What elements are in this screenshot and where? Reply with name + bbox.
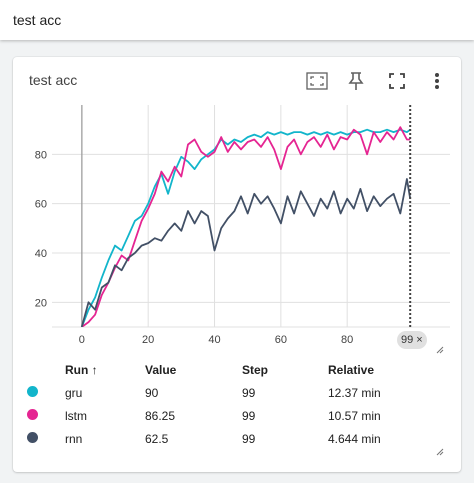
run-relative-cell: 12.37 min [328,385,381,400]
series-line-gru [80,128,411,327]
series-line-rnn [80,178,412,327]
run-value-cell: 62.5 [145,431,169,446]
run-step-cell: 99 [242,408,256,423]
run-name-cell: gru [65,385,83,400]
run-table: Run ↑ Value Step Relative gru 90 99 12.37 m… [27,359,448,450]
run-color-dot-cell [27,404,65,427]
top-bar: test acc [0,0,474,40]
step-badge-label: 99 [401,334,414,346]
x-tick-label: 80 [341,334,353,346]
chart-card: test acc 20 40 60 80 0 20 40 60 80 99 [13,57,461,472]
table-resize-handle[interactable] [436,448,444,456]
run-color-dot-cell [27,427,65,450]
run-relative-cell: 10.57 min [328,408,381,423]
y-tick-label: 20 [35,297,47,309]
x-tick-label: 0 [79,334,85,346]
fullscreen-button[interactable] [383,67,411,95]
close-icon[interactable]: × [416,334,423,346]
run-value-cell: 86.25 [145,408,176,423]
y-tick-label: 60 [35,199,47,211]
y-tick-label: 80 [35,149,47,161]
run-value-cell: 90 [145,385,159,400]
y-tick-label: 40 [35,248,47,260]
page-title: test acc [13,12,62,28]
more-menu-button[interactable] [423,67,451,95]
run-name-cell: lstm [65,408,87,423]
header-run[interactable]: Run ↑ [65,359,145,381]
run-color-dot [27,408,38,420]
run-name-cell: rnn [65,431,83,446]
header-step[interactable]: Step [242,363,269,377]
step-badge[interactable]: 99 × [397,331,427,349]
card-title: test acc [29,72,78,88]
header-value[interactable]: Value [145,363,177,377]
fit-domain-button[interactable] [303,67,331,95]
table-row[interactable]: lstm 86.25 99 10.57 min [27,404,448,427]
table-row[interactable]: rnn 62.5 99 4.644 min [27,427,448,450]
run-step-cell: 99 [242,431,256,446]
chart-resize-handle[interactable] [436,346,444,354]
header-color-spacer [27,359,65,381]
header-relative[interactable]: Relative [328,363,375,377]
fit-domain-icon [306,72,328,90]
pin-icon [348,72,364,90]
run-color-dot-cell [27,381,65,404]
table-row[interactable]: gru 90 99 12.37 min [27,381,448,404]
series-line-lstm [81,126,411,327]
line-chart[interactable]: 20 40 60 80 0 20 40 60 80 [13,57,461,357]
header-run-label: Run [65,363,89,377]
sort-arrow-icon: ↑ [91,363,98,377]
run-table-header: Run ↑ Value Step Relative [27,359,448,381]
run-step-cell: 99 [242,385,256,400]
x-tick-label: 60 [275,334,287,346]
fullscreen-icon [389,73,405,89]
run-relative-cell: 4.644 min [328,431,381,446]
x-tick-label: 40 [208,334,220,346]
pin-button[interactable] [342,67,370,95]
more-vert-icon [435,73,439,89]
run-color-dot [27,385,38,397]
x-tick-label: 20 [142,334,154,346]
run-color-dot [27,431,38,443]
